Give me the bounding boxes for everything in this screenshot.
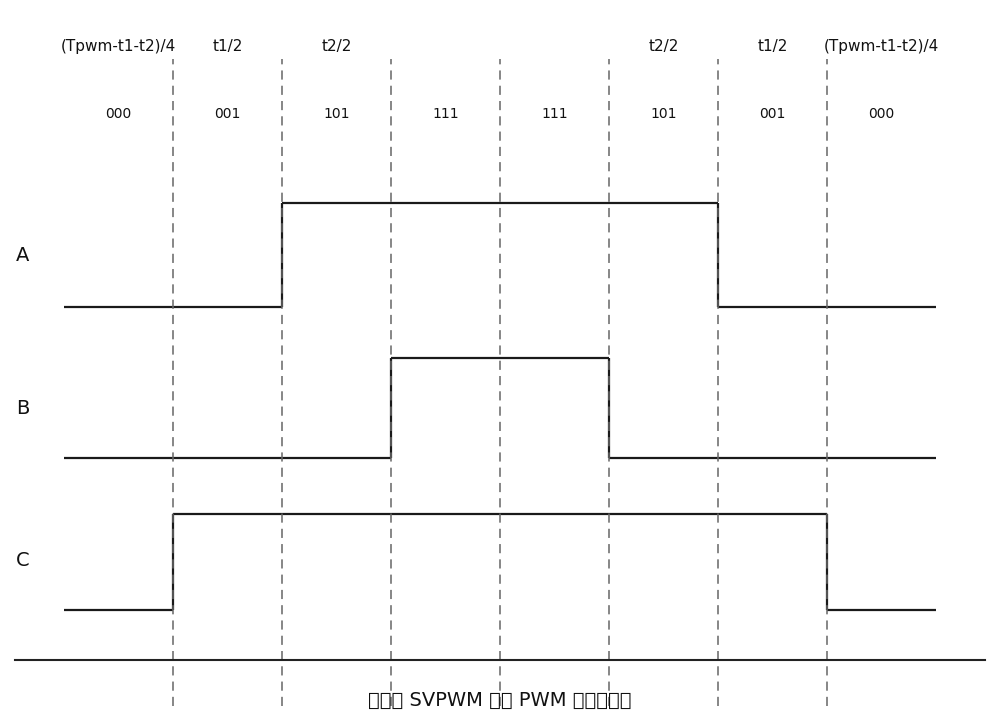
Text: 111: 111 <box>432 107 459 121</box>
Text: 111: 111 <box>541 107 568 121</box>
Text: 七段式 SVPWM 在一 PWM 周期的波形: 七段式 SVPWM 在一 PWM 周期的波形 <box>368 690 632 709</box>
Text: t1/2: t1/2 <box>212 39 243 54</box>
Text: 001: 001 <box>759 107 786 121</box>
Text: 001: 001 <box>214 107 241 121</box>
Text: 000: 000 <box>105 107 132 121</box>
Text: t1/2: t1/2 <box>757 39 788 54</box>
Text: C: C <box>16 551 30 570</box>
Text: t2/2: t2/2 <box>648 39 679 54</box>
Text: 101: 101 <box>323 107 350 121</box>
Text: (Tpwm-t1-t2)/4: (Tpwm-t1-t2)/4 <box>824 39 939 54</box>
Text: (Tpwm-t1-t2)/4: (Tpwm-t1-t2)/4 <box>61 39 176 54</box>
Text: A: A <box>16 246 29 265</box>
Text: B: B <box>16 399 29 417</box>
Text: t2/2: t2/2 <box>321 39 352 54</box>
Text: 000: 000 <box>868 107 895 121</box>
Text: 101: 101 <box>650 107 677 121</box>
